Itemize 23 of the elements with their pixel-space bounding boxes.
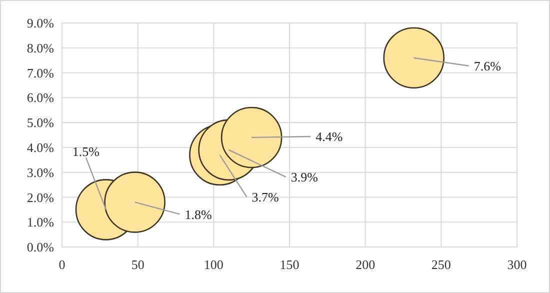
- data-label: 1.8%: [184, 206, 212, 222]
- data-label: 3.7%: [252, 189, 279, 204]
- y-tick-label: 3.0%: [26, 164, 54, 180]
- x-tick-label: 150: [280, 257, 300, 272]
- y-tick-label: 2.0%: [26, 190, 54, 205]
- data-label: 7.6%: [474, 58, 502, 74]
- x-tick-label: 250: [431, 257, 451, 272]
- x-tick-label: 0: [58, 257, 66, 272]
- y-tick-label: 1.0%: [26, 214, 54, 230]
- data-label: 4.4%: [316, 129, 343, 144]
- x-tick-label: 200: [356, 257, 376, 272]
- x-tick-label: 50: [131, 257, 144, 272]
- y-tick-label: 4.0%: [26, 140, 54, 155]
- y-tick-label: 6.0%: [26, 90, 54, 106]
- y-tick-label: 8.0%: [26, 40, 54, 56]
- y-tick-label: 0.0%: [26, 240, 54, 255]
- y-tick-label: 7.0%: [26, 65, 54, 80]
- x-tick-label: 100: [204, 257, 224, 272]
- y-tick-label: 5.0%: [26, 115, 54, 130]
- data-label: 3.9%: [290, 169, 318, 184]
- y-tick-label: 9.0%: [26, 16, 54, 31]
- data-label: 1.5%: [72, 144, 100, 160]
- x-tick-label: 300: [507, 257, 527, 272]
